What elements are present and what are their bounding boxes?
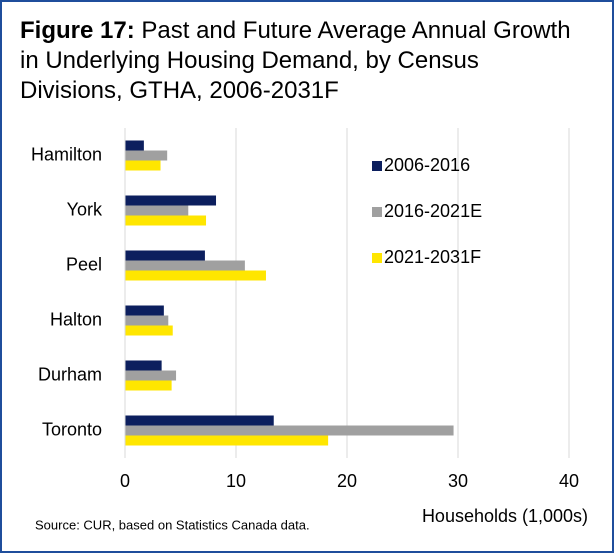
bar bbox=[125, 250, 205, 261]
x-tick-label: 30 bbox=[448, 471, 468, 491]
title-label: Figure 17: bbox=[20, 17, 135, 44]
bar bbox=[125, 315, 169, 326]
legend-swatch bbox=[372, 207, 382, 217]
bar bbox=[125, 360, 162, 371]
x-tick-label: 10 bbox=[226, 471, 246, 491]
legend-label: 2006-2016 bbox=[384, 155, 470, 175]
bar bbox=[125, 325, 173, 336]
bar bbox=[125, 150, 168, 161]
x-tick-label: 20 bbox=[337, 471, 357, 491]
x-tick-label: 0 bbox=[120, 471, 130, 491]
bar bbox=[125, 425, 454, 436]
bar bbox=[125, 215, 207, 226]
y-tick-label: York bbox=[67, 199, 103, 219]
legend-swatch bbox=[372, 253, 382, 263]
bar bbox=[125, 260, 245, 271]
title-text: Past and Future Average Annual Growth in… bbox=[20, 17, 571, 104]
legend-swatch bbox=[372, 161, 382, 171]
legend-label: 2021-2031F bbox=[384, 247, 481, 267]
chart-title: Figure 17: Past and Future Average Annua… bbox=[20, 16, 585, 106]
bar bbox=[125, 160, 161, 171]
legend-label: 2016-2021E bbox=[384, 201, 482, 221]
x-tick-label: 40 bbox=[559, 471, 579, 491]
bar bbox=[125, 380, 172, 391]
bar bbox=[125, 370, 177, 381]
y-tick-label: Halton bbox=[50, 309, 102, 329]
bar bbox=[125, 205, 189, 216]
bar bbox=[125, 195, 217, 206]
source-note: Source: CUR, based on Statistics Canada … bbox=[35, 517, 310, 532]
bar bbox=[125, 305, 164, 316]
bar bbox=[125, 415, 274, 426]
x-axis-label: Households (1,000s) bbox=[422, 506, 588, 526]
y-tick-label: Hamilton bbox=[31, 144, 102, 164]
y-tick-label: Toronto bbox=[42, 419, 102, 439]
bar bbox=[125, 435, 329, 446]
bar bbox=[125, 140, 144, 151]
y-tick-label: Peel bbox=[66, 254, 102, 274]
y-tick-label: Durham bbox=[38, 364, 102, 384]
bar bbox=[125, 270, 266, 281]
